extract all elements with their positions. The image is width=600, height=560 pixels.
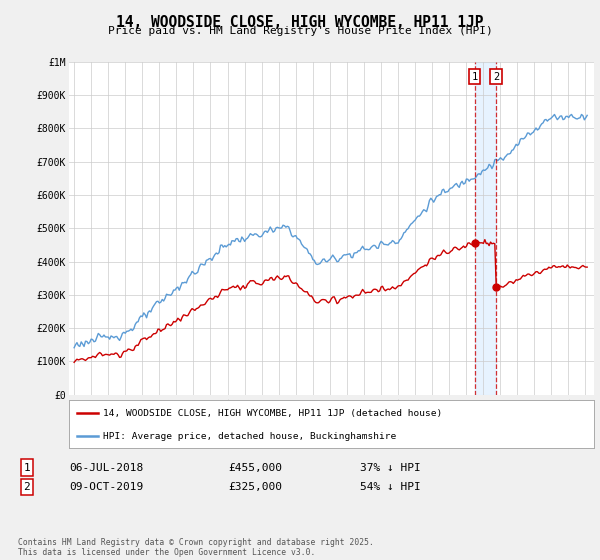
Text: 06-JUL-2018: 06-JUL-2018 <box>69 463 143 473</box>
Text: 09-OCT-2019: 09-OCT-2019 <box>69 482 143 492</box>
Text: Price paid vs. HM Land Registry's House Price Index (HPI): Price paid vs. HM Land Registry's House … <box>107 26 493 36</box>
Text: 1: 1 <box>23 463 31 473</box>
Text: 14, WOODSIDE CLOSE, HIGH WYCOMBE, HP11 1JP (detached house): 14, WOODSIDE CLOSE, HIGH WYCOMBE, HP11 1… <box>103 409 442 418</box>
Text: HPI: Average price, detached house, Buckinghamshire: HPI: Average price, detached house, Buck… <box>103 432 397 441</box>
Text: 2: 2 <box>493 72 499 82</box>
Text: 2: 2 <box>23 482 31 492</box>
Text: 14, WOODSIDE CLOSE, HIGH WYCOMBE, HP11 1JP: 14, WOODSIDE CLOSE, HIGH WYCOMBE, HP11 1… <box>116 15 484 30</box>
Bar <box>475 62 496 395</box>
Text: 37% ↓ HPI: 37% ↓ HPI <box>360 463 421 473</box>
Text: 1: 1 <box>472 72 478 82</box>
Text: £455,000: £455,000 <box>228 463 282 473</box>
Text: £325,000: £325,000 <box>228 482 282 492</box>
Text: 54% ↓ HPI: 54% ↓ HPI <box>360 482 421 492</box>
Text: Contains HM Land Registry data © Crown copyright and database right 2025.
This d: Contains HM Land Registry data © Crown c… <box>18 538 374 557</box>
